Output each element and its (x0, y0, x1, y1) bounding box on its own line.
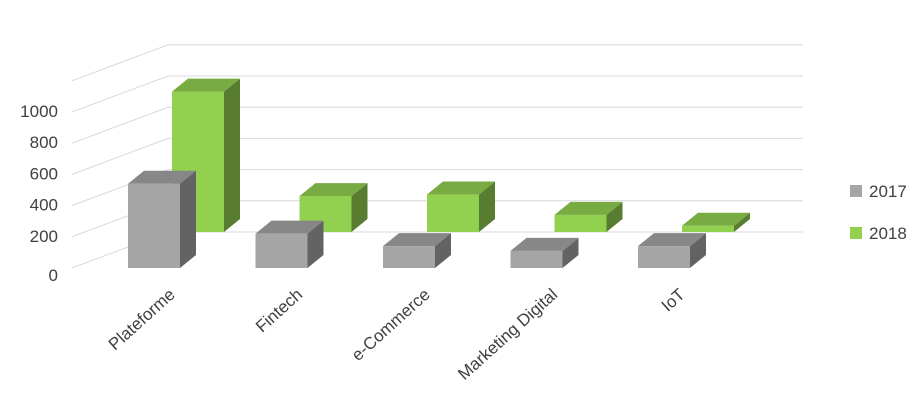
gridline (71, 75, 169, 113)
y-tick-label: 200 (30, 227, 58, 246)
y-tick-label: 600 (30, 164, 58, 183)
x-tick-label: Marketing Digital (454, 285, 561, 384)
gridline (71, 137, 169, 175)
bar-top-face (427, 181, 495, 195)
x-axis: Plateforme Fintech e-Commerce Marketing Dig… (105, 285, 689, 384)
bar (383, 233, 451, 268)
legend-label: 2017 (869, 182, 907, 201)
bar (427, 181, 495, 232)
y-tick-label: 0 (49, 266, 58, 285)
chart-walls (71, 44, 803, 269)
bar (682, 212, 750, 232)
gridline (71, 106, 169, 144)
bar-side-face (562, 237, 579, 268)
bar-side-face (734, 212, 750, 232)
bar (128, 170, 196, 268)
bar-top-face (638, 233, 706, 247)
bar-front-face (128, 183, 180, 268)
bar-front-face (383, 246, 435, 268)
y-tick-label: 1000 (20, 102, 58, 121)
bar-top-face (682, 212, 750, 226)
bar (255, 220, 324, 268)
plot-area (128, 78, 750, 268)
legend-swatch (850, 227, 862, 239)
bar-side-face (351, 183, 368, 232)
bar (554, 201, 623, 232)
bar-front-face (510, 250, 563, 268)
legend-label: 2018 (869, 224, 907, 243)
bar-top-face (554, 201, 623, 215)
bar-top-face (128, 170, 196, 184)
bar (510, 237, 579, 268)
x-tick-label: Fintech (252, 285, 306, 336)
bar-side-face (307, 220, 324, 268)
bar-top-face (172, 78, 240, 92)
bar-top-face (299, 183, 368, 197)
bar-side-face (180, 170, 196, 268)
bar-side-face (690, 233, 706, 268)
bar-side-face (224, 78, 240, 232)
x-tick-label: e-Commerce (348, 285, 434, 365)
y-tick-label: 400 (30, 196, 58, 215)
y-tick-label: 800 (30, 133, 58, 152)
gridline (71, 44, 169, 82)
bar-front-face (682, 225, 734, 232)
bar-front-face (427, 194, 479, 232)
bar-side-face (435, 233, 451, 268)
y-axis: 0 200 400 600 800 1000 (20, 102, 58, 285)
bar-top-face (383, 233, 451, 247)
x-tick-label: Plateforme (105, 285, 179, 354)
bar-top-face (510, 237, 579, 251)
bar-top-face (255, 220, 324, 234)
legend-swatch (850, 185, 862, 197)
bar-front-face (255, 233, 308, 268)
legend: 2017 2018 (850, 182, 907, 243)
bar-front-face (554, 214, 607, 232)
bar-side-face (606, 201, 623, 232)
bar (638, 233, 706, 268)
bar-front-face (638, 246, 690, 268)
x-tick-label: IoT (658, 285, 689, 316)
bar-side-face (479, 181, 495, 232)
